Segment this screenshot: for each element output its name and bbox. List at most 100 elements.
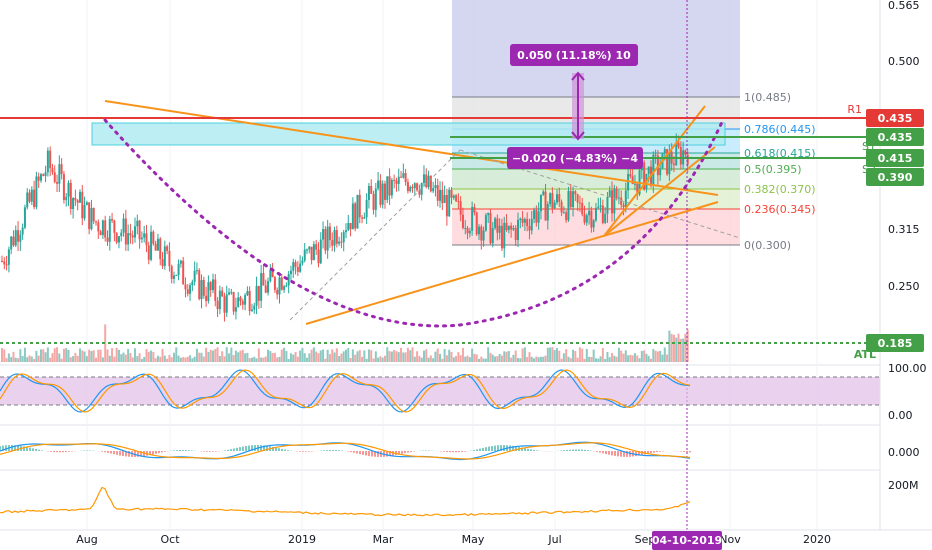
volume-bar: [629, 354, 632, 362]
trendline-upper-descending[interactable]: [104, 100, 719, 196]
macd-histogram-bar: [305, 451, 307, 452]
volume-bar: [296, 356, 299, 362]
volume-bar: [677, 333, 680, 362]
volume-bar: [46, 347, 49, 362]
candle-body: [356, 194, 359, 229]
candle-body: [104, 220, 107, 238]
volume-bar: [127, 349, 130, 362]
candle-body: [39, 174, 42, 181]
macd-histogram-bar: [335, 450, 337, 451]
volume-bar: [195, 348, 198, 362]
candle-body: [604, 213, 607, 223]
volume-bar: [154, 358, 157, 362]
drawings[interactable]: [0, 0, 870, 530]
candle-body: [585, 215, 588, 223]
macd-histogram-bar: [461, 451, 463, 452]
volume-bar: [505, 351, 508, 362]
macd-histogram-bar: [35, 449, 37, 451]
candle-body: [347, 223, 350, 231]
macd-histogram-bar: [452, 451, 454, 453]
candle-body: [150, 231, 153, 260]
volume-bar: [10, 357, 13, 362]
macd-histogram-bar: [212, 451, 214, 452]
volume-bar: [333, 352, 336, 362]
time-axis[interactable]: Aug Oct 2019 Mar May Jul Sep Nov 2020 04…: [0, 529, 932, 550]
candle-body: [163, 246, 166, 267]
candle-body: [315, 244, 318, 250]
candle-body: [677, 142, 680, 147]
macd-histogram-bar: [362, 451, 364, 455]
volume-bar: [99, 349, 102, 362]
candle-body: [179, 260, 182, 264]
wedge-upper-line[interactable]: [603, 105, 706, 237]
candle-body: [377, 180, 380, 189]
candle-body: [257, 285, 260, 301]
dotted-arc-curve[interactable]: [103, 118, 724, 328]
measure-down[interactable]: −0.020 (−4.83%) −4: [507, 147, 643, 169]
volume-bar: [299, 350, 302, 362]
candle-body: [514, 228, 517, 240]
candle-body: [280, 277, 283, 290]
volume-bar: [411, 347, 414, 362]
stoch-tick-0: 0.00: [888, 409, 913, 422]
macd-histogram-bar: [368, 451, 370, 457]
candle-body: [195, 270, 198, 272]
candle-body: [267, 281, 270, 293]
volume-bar: [636, 355, 639, 362]
candle-body: [156, 238, 159, 251]
candle-body: [466, 227, 469, 234]
candle-body: [553, 202, 556, 209]
volume-bar: [37, 355, 40, 362]
volume-bar: [175, 347, 178, 362]
candle-body: [361, 217, 364, 219]
macd-histogram-bar: [224, 450, 226, 451]
volume-bar: [23, 347, 26, 362]
candle-body: [264, 285, 267, 293]
macd-histogram-bar: [602, 451, 604, 454]
volume-bar: [523, 347, 526, 362]
volume-bar: [30, 356, 33, 362]
volume-bar: [88, 349, 91, 362]
volume-bar: [597, 358, 600, 362]
wedge-lower-line[interactable]: [603, 146, 716, 237]
macd-histogram-bar: [260, 445, 262, 451]
volume-bar: [471, 348, 474, 362]
trendline-lower-ascending[interactable]: [305, 201, 719, 325]
volume-bar: [69, 357, 72, 362]
candle-body: [250, 309, 253, 311]
resistance-zone[interactable]: [91, 122, 726, 146]
volume-bar: [191, 358, 194, 362]
volume-bar: [223, 356, 226, 362]
macd-histogram-bar: [371, 451, 373, 457]
volume-bar: [340, 353, 343, 362]
price-axis[interactable]: 0.565 0.500 0.315 0.250: [879, 0, 920, 530]
volume-bar: [434, 351, 437, 362]
dashed-projection-line[interactable]: [289, 149, 461, 321]
candle-body: [372, 193, 375, 210]
macd-histogram-bar: [524, 448, 526, 451]
candle-body: [124, 218, 127, 245]
volume-bar: [294, 352, 297, 362]
macd-histogram-bar: [485, 447, 487, 451]
candle-body: [278, 277, 281, 295]
macd-histogram-bar: [605, 451, 607, 455]
candle-body: [260, 273, 263, 301]
candle-body: [237, 297, 240, 308]
candle-body: [271, 269, 274, 278]
candle-body: [620, 197, 623, 205]
measure-up[interactable]: 0.050 (11.18%) 10: [510, 44, 638, 141]
macd-histogram-bar: [329, 450, 331, 451]
macd-histogram-bar: [407, 451, 409, 453]
candle-body: [10, 236, 13, 250]
volume-bar: [33, 358, 36, 362]
volume-bar: [429, 355, 432, 362]
candle-body: [404, 173, 407, 183]
macd-histogram-bar: [479, 448, 481, 451]
volume-bar: [182, 357, 185, 362]
volume-bar: [168, 354, 171, 362]
volume-bar: [592, 349, 595, 362]
candle-body: [287, 274, 290, 286]
candle-body: [115, 232, 118, 243]
candle-body: [500, 225, 503, 249]
